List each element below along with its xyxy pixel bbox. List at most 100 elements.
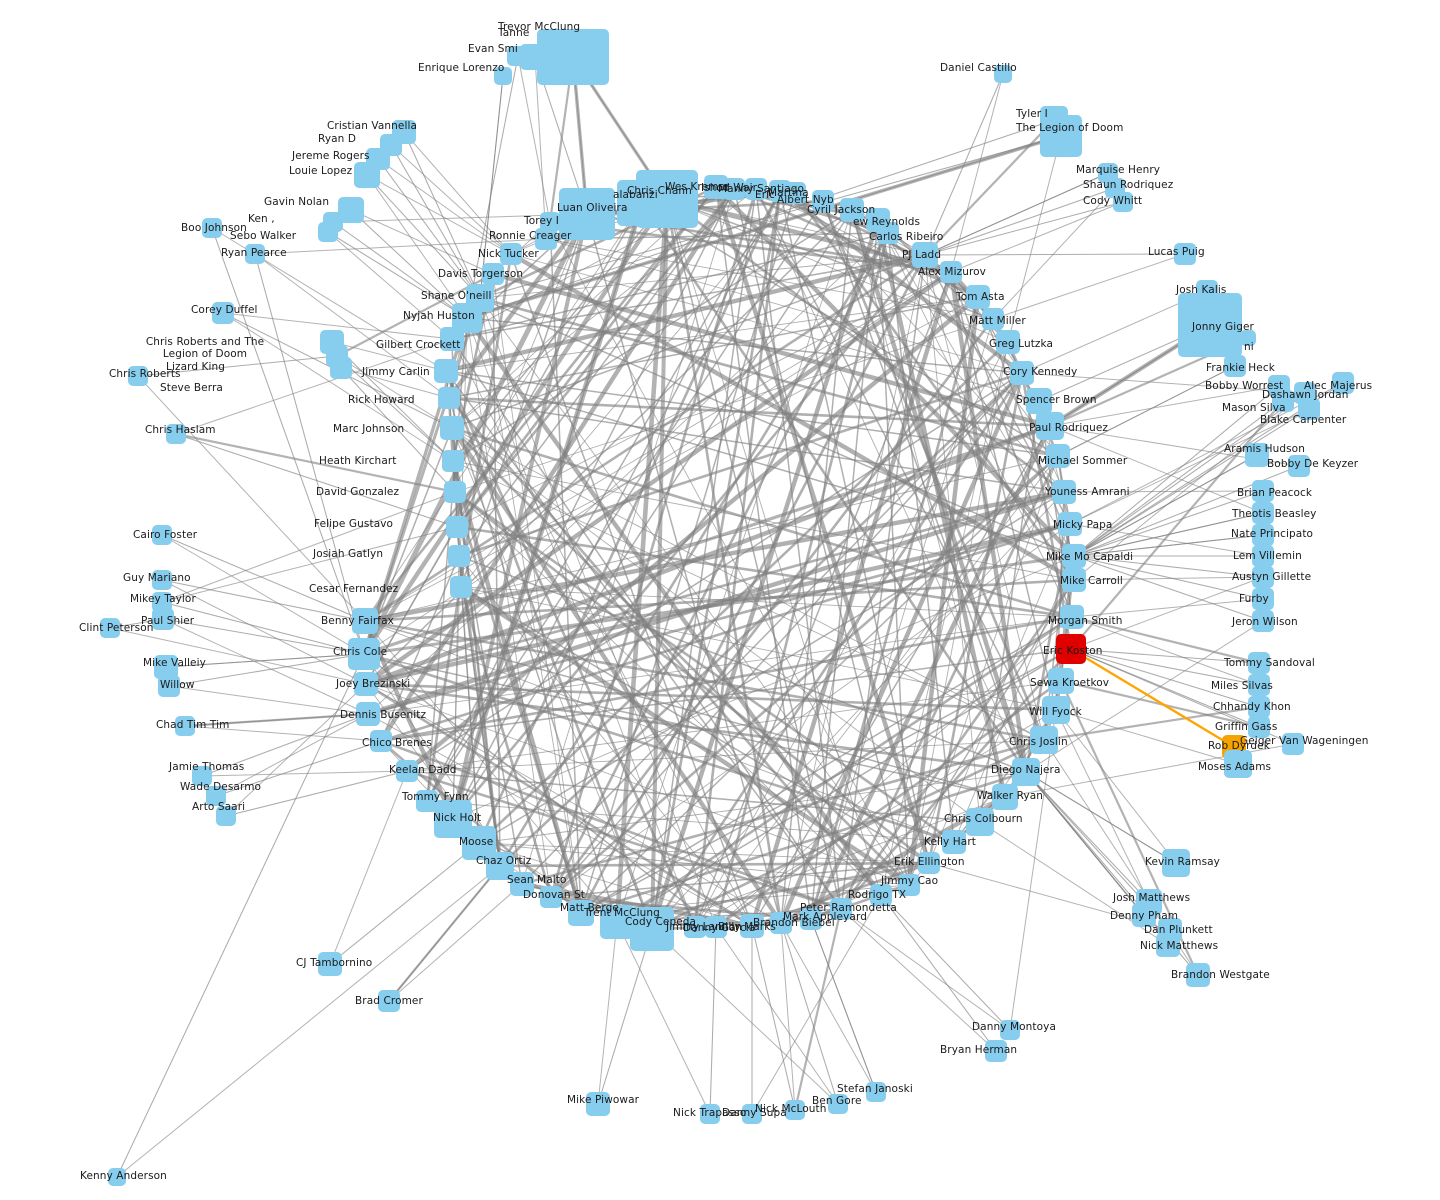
graph-node[interactable] — [448, 545, 470, 567]
graph-node[interactable] — [206, 786, 226, 806]
graph-node[interactable] — [940, 261, 962, 283]
graph-node[interactable] — [434, 359, 458, 383]
graph-node[interactable] — [444, 481, 466, 503]
graph-node[interactable] — [770, 912, 792, 934]
graph-node[interactable] — [1245, 443, 1269, 467]
graph-node[interactable] — [745, 178, 767, 200]
graph-node[interactable] — [942, 830, 966, 854]
graph-node[interactable] — [1248, 674, 1270, 696]
graph-node[interactable] — [1046, 444, 1070, 468]
graph-node[interactable] — [1058, 512, 1082, 536]
graph-node[interactable] — [617, 180, 667, 226]
graph-node[interactable] — [982, 308, 1004, 330]
graph-node[interactable] — [442, 450, 464, 472]
graph-node[interactable] — [507, 46, 529, 66]
graph-node[interactable] — [1252, 610, 1274, 632]
graph-node[interactable] — [1174, 243, 1196, 265]
graph-node[interactable] — [152, 525, 172, 545]
graph-node[interactable] — [152, 570, 172, 590]
graph-node[interactable] — [912, 242, 938, 268]
graph-node[interactable] — [202, 218, 222, 238]
graph-node[interactable] — [966, 808, 994, 836]
graph-node[interactable] — [1156, 933, 1180, 957]
graph-node[interactable] — [446, 516, 468, 538]
graph-node[interactable] — [994, 65, 1012, 83]
graph-node[interactable] — [152, 608, 174, 630]
graph-node[interactable] — [1332, 372, 1354, 394]
graph-node[interactable] — [100, 618, 120, 638]
graph-node[interactable] — [898, 874, 920, 896]
graph-node[interactable] — [1252, 502, 1274, 524]
graph-node[interactable] — [600, 905, 634, 939]
graph-node[interactable] — [586, 1092, 610, 1116]
graph-node[interactable] — [1040, 115, 1082, 157]
graph-node[interactable] — [785, 1100, 805, 1120]
graph-node[interactable] — [1026, 388, 1052, 414]
graph-node[interactable] — [354, 672, 378, 696]
graph-node[interactable] — [108, 1168, 126, 1186]
graph-node[interactable] — [800, 908, 822, 930]
graph-node[interactable] — [535, 228, 557, 250]
graph-node[interactable] — [1224, 355, 1246, 377]
graph-node[interactable] — [1240, 330, 1256, 346]
graph-node[interactable] — [870, 884, 892, 906]
graph-node[interactable] — [486, 852, 514, 880]
graph-node[interactable] — [918, 852, 940, 874]
graph-node[interactable] — [378, 990, 400, 1012]
graph-node[interactable] — [723, 178, 745, 200]
graph-node[interactable] — [812, 190, 834, 212]
graph-node[interactable] — [740, 914, 764, 938]
graph-node[interactable] — [1252, 480, 1274, 502]
graph-node[interactable] — [510, 872, 534, 896]
graph-node[interactable] — [166, 424, 186, 444]
graph-node[interactable] — [866, 1082, 886, 1102]
graph-node[interactable] — [1178, 293, 1242, 357]
graph-node[interactable] — [152, 592, 172, 612]
graph-node[interactable] — [1252, 566, 1274, 588]
graph-node[interactable] — [416, 790, 438, 812]
graph-node[interactable] — [1252, 545, 1274, 567]
graph-node[interactable] — [705, 916, 727, 938]
graph-node[interactable] — [450, 576, 472, 598]
graph-node[interactable] — [700, 1104, 720, 1124]
graph-node[interactable] — [540, 886, 562, 908]
graph-node[interactable] — [482, 263, 504, 285]
graph-node[interactable] — [684, 916, 706, 938]
graph-node[interactable] — [1282, 733, 1304, 755]
graph-node[interactable] — [985, 1040, 1007, 1062]
graph-node[interactable] — [352, 608, 378, 634]
graph-node[interactable] — [158, 675, 180, 697]
graph-node[interactable] — [192, 766, 212, 786]
graph-node[interactable] — [830, 898, 852, 920]
graph-node[interactable] — [840, 198, 864, 222]
graph-node[interactable] — [1012, 758, 1040, 786]
graph-node[interactable] — [356, 702, 380, 726]
graph-node[interactable] — [370, 730, 392, 752]
graph-node[interactable] — [1010, 361, 1034, 385]
graph-node[interactable] — [1248, 716, 1270, 738]
graph-node[interactable] — [500, 243, 522, 265]
graph-node[interactable] — [966, 285, 990, 309]
graph-node[interactable] — [1224, 750, 1252, 778]
graph-node[interactable] — [992, 784, 1018, 810]
graph-node[interactable] — [559, 188, 615, 240]
graph-node[interactable] — [1042, 696, 1070, 724]
graph-node[interactable] — [318, 222, 338, 242]
graph-node[interactable] — [245, 244, 265, 264]
graph-node[interactable] — [1062, 544, 1086, 568]
graph-node[interactable] — [440, 327, 464, 351]
graph-node[interactable] — [1036, 412, 1064, 440]
graph-node[interactable] — [1248, 696, 1270, 718]
graph-node[interactable] — [175, 716, 195, 736]
graph-node[interactable] — [494, 67, 512, 85]
graph-node[interactable] — [1252, 588, 1274, 610]
graph-node[interactable] — [354, 162, 380, 188]
graph-node[interactable] — [1056, 634, 1086, 664]
graph-node[interactable] — [1248, 652, 1270, 674]
graph-node[interactable] — [1252, 524, 1274, 546]
graph-node[interactable] — [1060, 605, 1084, 629]
graph-node[interactable] — [1132, 903, 1156, 927]
graph-node[interactable] — [1288, 455, 1310, 477]
